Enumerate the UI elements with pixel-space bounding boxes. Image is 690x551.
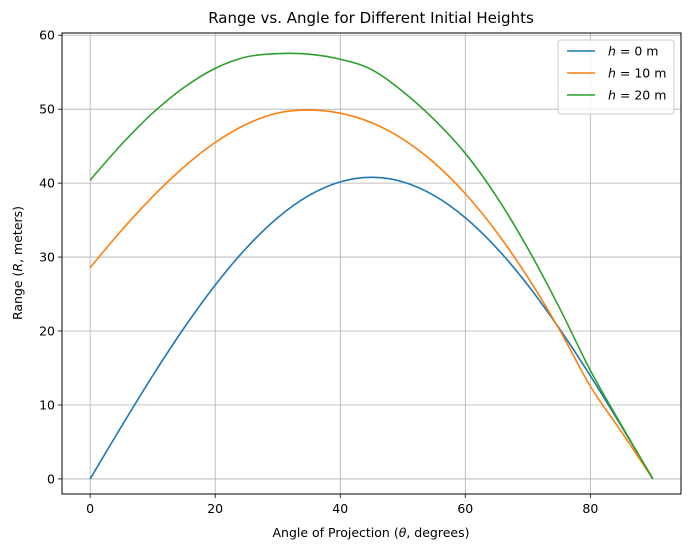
y-axis-label-prefix: Range (	[10, 272, 25, 320]
x-tick-label: 0	[86, 501, 94, 516]
x-tick-label: 40	[332, 501, 348, 516]
grid-lines	[62, 33, 681, 494]
y-axis-label-var: R	[10, 263, 25, 272]
y-tick-label: 20	[39, 324, 55, 339]
series-line-2	[89, 52, 654, 480]
legend-label-1: h = 10 m	[608, 66, 666, 81]
x-axis-label-var: θ	[399, 525, 407, 540]
y-tick-label: 60	[39, 28, 55, 43]
x-tick-label: 80	[582, 501, 598, 516]
chart-title: Range vs. Angle for Different Initial He…	[208, 9, 534, 27]
series-line-0	[89, 176, 654, 480]
x-axis-label: Angle of Projection (θ, degrees)	[272, 525, 469, 540]
plot-frame	[61, 32, 682, 495]
y-tick-label: 50	[39, 102, 55, 117]
y-axis-ticks: 0 10 20 30 40 50 60	[39, 28, 62, 486]
x-axis-label-suffix: , degrees)	[406, 525, 469, 540]
y-tick-label: 30	[39, 250, 55, 265]
y-tick-label: 40	[39, 176, 55, 191]
series-line-1	[89, 109, 654, 480]
legend-label-0: h = 0 m	[608, 44, 658, 59]
x-tick-label: 60	[457, 501, 473, 516]
x-tick-label: 20	[207, 501, 223, 516]
legend-label-2: h = 20 m	[608, 88, 666, 103]
series-lines	[89, 52, 654, 480]
x-axis-ticks: 0 20 40 60 80	[86, 494, 598, 516]
legend: h = 0 m h = 10 m h = 20 m	[557, 39, 675, 115]
y-tick-label: 10	[39, 397, 55, 412]
y-tick-label: 0	[47, 471, 55, 486]
y-axis-label-suffix: , meters)	[10, 206, 25, 263]
x-axis-label-prefix: Angle of Projection (	[272, 525, 398, 540]
y-axis-label: Range (R, meters)	[10, 206, 25, 320]
